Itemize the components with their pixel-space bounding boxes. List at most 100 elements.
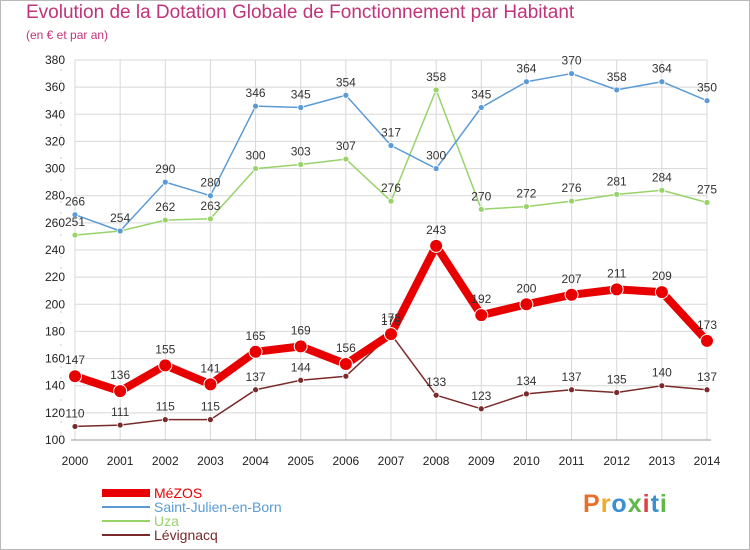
data-label: 276 (381, 181, 401, 195)
data-point (477, 205, 485, 213)
data-label: 243 (426, 223, 446, 237)
data-label: 147 (65, 353, 85, 367)
data-label: 155 (155, 342, 175, 356)
data-point (568, 386, 575, 394)
data-point (252, 102, 259, 110)
data-point (613, 389, 621, 396)
data-point (116, 227, 124, 235)
data-label: 284 (652, 170, 672, 184)
data-point (207, 192, 214, 200)
data-point (161, 416, 169, 424)
data-point (71, 231, 79, 239)
data-label: 276 (562, 181, 582, 195)
data-label: 173 (697, 318, 717, 332)
data-label: 111 (111, 405, 130, 419)
data-label: 358 (607, 70, 627, 84)
data-point (158, 358, 173, 373)
data-label: 254 (110, 211, 130, 225)
proxiti-logo: Proxiti (583, 490, 668, 519)
x-tick-label: 2006 (333, 454, 360, 468)
data-point (568, 70, 575, 77)
data-point (387, 142, 395, 149)
data-label: 200 (516, 281, 536, 295)
data-label: 262 (155, 200, 175, 214)
data-point (252, 165, 259, 172)
data-label: 364 (652, 62, 672, 76)
x-tick-label: 2011 (559, 454, 585, 468)
data-point (432, 86, 440, 94)
data-label: 209 (652, 269, 672, 283)
data-point (700, 333, 714, 348)
data-label: 358 (426, 70, 446, 84)
data-point (477, 104, 485, 111)
y-tick-label: 200 (45, 297, 65, 311)
y-tick-label: 280 (45, 189, 65, 203)
data-label: 134 (516, 374, 536, 388)
data-point (568, 197, 575, 205)
data-labels: 110 111 115 115 137 144 178 133 123 134 137 135 140 1… (65, 54, 717, 421)
data-label: 136 (110, 368, 130, 382)
data-point (338, 357, 353, 371)
data-point (384, 327, 398, 342)
data-label: 137 (562, 370, 582, 384)
x-tick-label: 2012 (603, 454, 630, 468)
y-tick-label: 260 (45, 216, 65, 230)
legend-label: MéZOS (154, 485, 202, 501)
x-tick-label: 2010 (513, 454, 540, 468)
y-tick-label: 300 (45, 162, 65, 176)
y-tick-label: 220 (45, 270, 65, 284)
data-point (613, 86, 621, 94)
data-point (523, 78, 530, 86)
data-point (248, 344, 263, 359)
data-point (207, 215, 214, 223)
x-tick-label: 2005 (287, 454, 314, 468)
y-tick-label: 380 (45, 53, 65, 67)
x-tick-label: 2014 (694, 454, 721, 468)
data-point (609, 282, 624, 297)
data-label: 350 (697, 81, 717, 95)
x-tick-label: 2013 (649, 454, 676, 468)
y-tick-label: 360 (45, 80, 65, 94)
data-label: 354 (336, 75, 356, 89)
legend-label: Uza (154, 513, 179, 529)
x-tick-label: 2003 (197, 454, 224, 468)
data-point (474, 308, 489, 323)
data-label: 115 (201, 400, 220, 414)
y-tick-label: 120 (45, 406, 65, 420)
chart-title: Evolution de la Dotation Globale de Fonc… (26, 2, 575, 23)
y-tick-label: 140 (45, 379, 65, 393)
y-tick-label: 340 (45, 107, 65, 121)
data-point (297, 376, 305, 384)
logo-letter: i (642, 490, 651, 518)
data-label: 140 (652, 366, 672, 380)
data-point (116, 421, 124, 429)
data-point (519, 297, 534, 312)
data-label: 300 (426, 149, 446, 163)
logo-letter: i (659, 490, 668, 518)
data-label: 263 (200, 199, 220, 213)
data-label: 207 (562, 272, 582, 286)
data-label: 364 (516, 62, 536, 76)
data-point (297, 161, 305, 168)
x-tick-label: 2001 (107, 454, 134, 468)
data-point (429, 238, 444, 253)
data-label: 307 (336, 139, 356, 153)
data-label: 317 (381, 126, 401, 140)
data-label: 178 (381, 311, 401, 325)
data-label: 345 (291, 88, 311, 102)
data-label: 266 (65, 195, 85, 209)
data-label: 290 (155, 162, 175, 176)
data-point (342, 91, 350, 99)
data-label: 135 (607, 373, 627, 387)
y-tick-label: 100 (45, 433, 65, 447)
data-label: 178 (381, 314, 401, 328)
grid (74, 59, 708, 441)
data-label: 345 (471, 88, 491, 102)
chart-subtitle: (en € et par an) (26, 28, 109, 42)
data-point (293, 339, 308, 354)
data-label: 144 (291, 360, 311, 374)
data-point (71, 423, 79, 430)
